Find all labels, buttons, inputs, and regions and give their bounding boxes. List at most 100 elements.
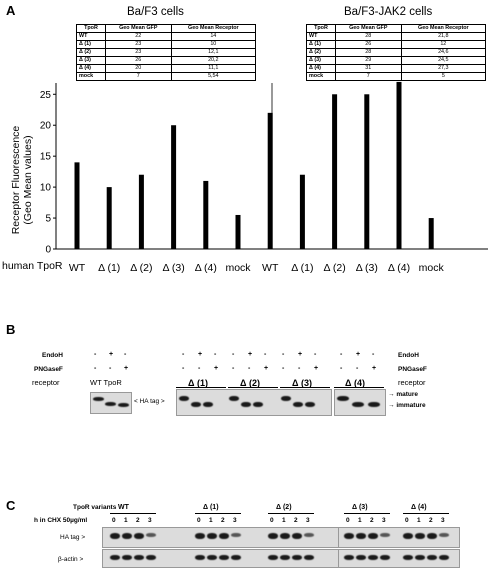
immature-text: immature bbox=[396, 402, 426, 409]
delta-4-blot bbox=[334, 389, 386, 416]
variant-group-line bbox=[403, 513, 449, 514]
pngasef-sign: - bbox=[94, 365, 97, 372]
x-tick-label: Δ (3) bbox=[163, 262, 185, 274]
ha-band bbox=[304, 533, 314, 537]
x-tick-label: Δ (2) bbox=[324, 262, 346, 274]
panel-b-letter: B bbox=[6, 322, 16, 337]
table-row: mock 7 5,54 bbox=[76, 72, 257, 81]
time-point-label: 0 bbox=[405, 517, 409, 524]
panel-c-variant-label: Δ (4) bbox=[411, 504, 427, 511]
pngasef-label-left: PNGaseF bbox=[34, 366, 63, 373]
panel-c-variant-label: Δ (1) bbox=[203, 504, 219, 511]
wt-tpor-label: WT TpoR bbox=[90, 378, 122, 387]
right-table-cell: mock bbox=[306, 72, 336, 81]
ha-band bbox=[427, 533, 437, 539]
bar bbox=[106, 187, 112, 249]
ha-band bbox=[219, 533, 229, 539]
time-point-label: 3 bbox=[382, 517, 386, 524]
ha-band bbox=[356, 533, 366, 539]
ha-band bbox=[292, 533, 302, 539]
ha-band bbox=[110, 533, 120, 539]
ha-tag-blot-2 bbox=[338, 527, 460, 548]
bar bbox=[364, 94, 370, 249]
mature-text: mature bbox=[396, 391, 418, 398]
immature-label: → immature bbox=[388, 402, 426, 409]
actin-band bbox=[134, 555, 144, 560]
time-point-label: 1 bbox=[358, 517, 362, 524]
ha-tag-label-c: HA tag > bbox=[60, 534, 86, 541]
pngasef-sign: - bbox=[232, 365, 235, 372]
pngasef-sign: - bbox=[356, 365, 359, 372]
variant-label: Δ (2) bbox=[240, 378, 260, 388]
endoh-sign: - bbox=[264, 351, 267, 358]
time-point-label: 2 bbox=[370, 517, 374, 524]
endoh-sign: - bbox=[232, 351, 235, 358]
panel-c-variant-label: Δ (2) bbox=[276, 504, 292, 511]
endoh-sign: - bbox=[372, 351, 375, 358]
pngasef-sign: + bbox=[214, 365, 219, 372]
ha-band bbox=[134, 533, 144, 539]
right-geo-mean-table: TpoR Geo Mean GFP Geo Mean Receptor WT 28 21,… bbox=[306, 24, 487, 81]
endoh-sign: + bbox=[356, 351, 361, 358]
pngasef-sign: - bbox=[248, 365, 251, 372]
left-table-cell: mock bbox=[76, 72, 106, 81]
pngasef-sign: + bbox=[372, 365, 377, 372]
time-point-label: 1 bbox=[282, 517, 286, 524]
pngasef-sign: - bbox=[340, 365, 343, 372]
x-tick-label: mock bbox=[419, 262, 445, 274]
endoh-label-right: EndoH bbox=[398, 352, 419, 359]
x-tick-label: Δ (3) bbox=[356, 262, 378, 274]
x-tick-label: Δ (1) bbox=[291, 262, 313, 274]
x-tick-label: Δ (1) bbox=[98, 262, 120, 274]
endoh-label-left: EndoH bbox=[42, 352, 63, 359]
variant-label: Δ (4) bbox=[345, 378, 365, 388]
pngasef-sign: + bbox=[124, 365, 129, 372]
time-point-label: 2 bbox=[429, 517, 433, 524]
endoh-sign: - bbox=[214, 351, 217, 358]
bar bbox=[428, 218, 434, 249]
pngasef-sign: + bbox=[264, 365, 269, 372]
x-tick-label: mock bbox=[225, 262, 251, 274]
actin-band bbox=[403, 555, 413, 560]
pngasef-sign: - bbox=[182, 365, 185, 372]
tpor-variants-label: TpoR variants bbox=[73, 504, 117, 511]
panel-c-variant-label: WT bbox=[118, 504, 129, 511]
time-point-label: 3 bbox=[148, 517, 152, 524]
actin-band bbox=[415, 555, 425, 560]
pngasef-sign: + bbox=[314, 365, 319, 372]
actin-blot-2 bbox=[338, 549, 460, 568]
time-point-label: 0 bbox=[197, 517, 201, 524]
endoh-sign: + bbox=[248, 351, 253, 358]
actin-band bbox=[344, 555, 354, 560]
actin-band bbox=[219, 555, 229, 560]
receptor-label-left: receptor bbox=[32, 378, 60, 387]
ha-band bbox=[268, 533, 278, 539]
panel-a-letter: A bbox=[6, 3, 16, 18]
y-tick-label: 10 bbox=[40, 183, 52, 194]
x-row-label: human TpoR bbox=[2, 260, 63, 272]
endoh-sign: - bbox=[124, 351, 127, 358]
ha-tag-label-b: < HA tag > bbox=[134, 398, 165, 405]
right-group-title: Ba/F3-JAK2 cells bbox=[344, 6, 433, 18]
left-geo-mean-table: TpoR Geo Mean GFP Geo Mean Receptor WT 22 14 Δ… bbox=[76, 24, 257, 81]
time-point-label: 2 bbox=[136, 517, 140, 524]
variant-group-line bbox=[228, 387, 278, 388]
time-point-label: 1 bbox=[209, 517, 213, 524]
actin-band bbox=[368, 555, 378, 560]
y-tick-label: 15 bbox=[40, 152, 52, 163]
variant-group-line bbox=[176, 387, 226, 388]
panel-c-letter: C bbox=[6, 498, 16, 513]
actin-band bbox=[427, 555, 437, 560]
pngasef-label-right: PNGaseF bbox=[398, 366, 427, 373]
delta-1-3-blot bbox=[176, 389, 332, 416]
endoh-sign: - bbox=[314, 351, 317, 358]
variant-group-line bbox=[110, 513, 156, 514]
y-tick-label: 5 bbox=[45, 214, 51, 225]
endoh-sign: + bbox=[109, 351, 114, 358]
x-tick-label: WT bbox=[69, 262, 86, 274]
variant-group-line bbox=[268, 513, 314, 514]
ha-band bbox=[439, 533, 449, 537]
actin-band bbox=[304, 555, 314, 560]
endoh-sign: - bbox=[282, 351, 285, 358]
time-point-label: 2 bbox=[294, 517, 298, 524]
